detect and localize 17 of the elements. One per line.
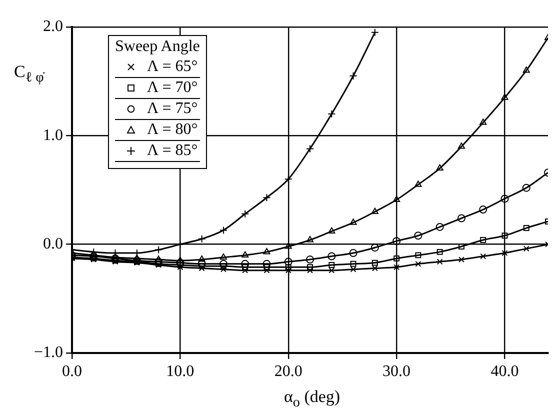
x-tick-label: 30.0 [382, 362, 411, 380]
x-axis-title: α$_{o}$ (deg) [282, 387, 342, 412]
y-tick-label: 2.0 [43, 18, 63, 36]
y-tick-label: 0.0 [43, 236, 63, 253]
legend-label: Λ = 70° [147, 79, 198, 97]
legend-label: Λ = 80° [147, 121, 198, 139]
x-tick-label: 20.0 [274, 362, 302, 380]
legend-label: Λ = 85° [147, 142, 198, 160]
x-tick-label: 40.0 [490, 362, 519, 380]
y-tick-label: −1.0 [34, 344, 63, 362]
y-axis-title: C$_{ℓ φ̇}$ [14, 62, 44, 86]
x-tick-label: 0.0 [62, 362, 82, 380]
legend-label: Λ = 65° [147, 58, 198, 76]
legend-title: Sweep Angle [115, 38, 200, 56]
x-tick-label: 10.0 [166, 362, 194, 380]
y-tick-label: 1.0 [43, 126, 63, 144]
legend-label: Λ = 75° [147, 100, 198, 118]
